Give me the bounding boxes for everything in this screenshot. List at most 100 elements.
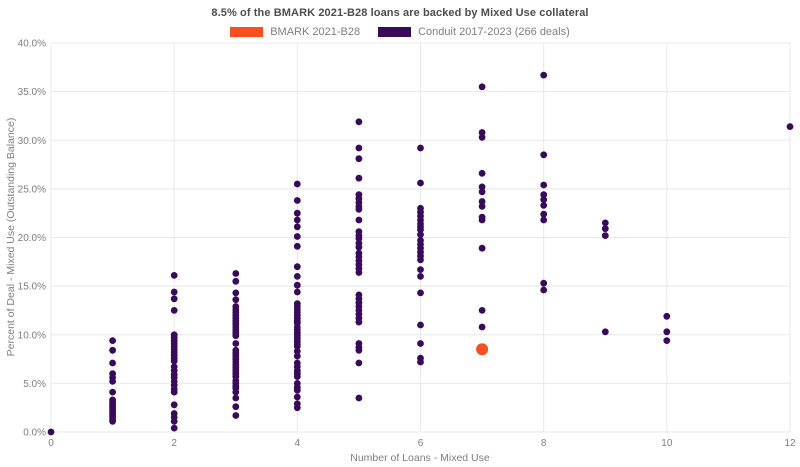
data-point[interactable] [293,288,301,296]
data-point[interactable] [417,273,424,280]
data-point[interactable] [476,343,489,356]
data-point[interactable] [417,179,424,187]
data-point[interactable] [417,226,424,234]
data-point[interactable] [232,403,240,411]
data-point[interactable] [293,180,301,188]
data-point[interactable] [355,155,363,163]
data-point[interactable] [355,346,363,354]
data-point[interactable] [170,424,178,432]
data-point[interactable] [232,332,240,340]
data-point[interactable] [293,352,301,360]
data-point[interactable] [355,394,363,402]
data-point[interactable] [417,321,424,329]
data-point[interactable] [109,359,116,367]
data-point[interactable] [293,343,301,350]
data-point[interactable] [417,266,424,273]
data-point[interactable] [540,216,548,224]
data-point[interactable] [170,307,178,314]
data-point[interactable] [232,270,240,277]
data-point[interactable] [417,289,424,297]
data-point[interactable] [293,197,301,204]
data-point[interactable] [478,169,486,177]
data-point[interactable] [170,388,178,396]
data-point[interactable] [478,188,486,196]
data-point[interactable] [293,347,301,355]
data-point[interactable] [601,328,609,336]
data-point[interactable] [232,394,240,402]
data-point[interactable] [170,357,178,365]
data-point[interactable] [417,231,424,239]
legend-item[interactable]: BMARK 2021-B28 [230,26,360,38]
data-point[interactable] [170,272,178,279]
data-point[interactable] [540,191,548,199]
data-point[interactable] [293,216,301,224]
data-point[interactable] [355,235,363,242]
data-point[interactable] [417,256,424,264]
data-point[interactable] [355,205,363,213]
data-point[interactable] [293,386,301,394]
data-point[interactable] [109,417,116,425]
data-point[interactable] [109,337,116,344]
data-point[interactable] [540,196,548,204]
data-point[interactable] [540,181,548,189]
data-point[interactable] [478,244,486,252]
data-point[interactable] [232,289,240,297]
data-point[interactable] [478,203,486,210]
data-point[interactable] [417,358,424,366]
data-point[interactable] [663,337,671,344]
data-point[interactable] [355,144,363,152]
data-point[interactable] [232,412,240,419]
data-point[interactable] [478,129,486,136]
legend-item[interactable]: Conduit 2017-2023 (266 deals) [378,26,570,38]
data-point[interactable] [478,133,486,141]
data-point[interactable] [293,223,301,231]
data-point[interactable] [355,359,363,367]
data-point[interactable] [540,279,548,287]
data-point[interactable] [601,225,609,233]
data-point[interactable] [293,281,301,289]
data-point[interactable] [663,312,671,320]
data-point[interactable] [109,388,116,396]
data-point[interactable] [355,318,363,326]
data-point[interactable] [170,417,178,425]
data-point[interactable] [293,209,301,217]
data-point[interactable] [601,219,609,227]
data-point[interactable] [293,404,301,412]
data-point[interactable] [355,243,363,251]
data-point[interactable] [109,378,116,385]
data-point[interactable] [417,144,424,152]
data-point[interactable] [109,346,116,354]
data-point[interactable] [232,277,240,285]
data-point[interactable] [355,174,363,182]
data-point[interactable] [355,216,363,224]
data-point[interactable] [232,296,240,304]
data-point[interactable] [478,183,486,191]
data-point[interactable] [540,286,548,294]
data-point[interactable] [540,151,548,159]
data-point[interactable] [417,340,424,347]
data-point[interactable] [478,323,486,331]
data-point[interactable] [540,202,548,209]
data-point[interactable] [540,210,548,218]
data-point[interactable] [601,232,609,240]
data-point[interactable] [293,263,301,271]
data-point[interactable] [170,288,178,296]
data-point[interactable] [478,216,486,224]
data-point[interactable] [293,393,301,401]
data-point[interactable] [293,233,301,240]
data-point[interactable] [355,269,363,276]
data-point[interactable] [355,118,363,126]
data-point[interactable] [663,328,671,336]
data-point[interactable] [478,307,486,314]
data-point[interactable] [170,401,178,409]
data-point[interactable] [293,273,301,280]
data-point[interactable] [540,71,548,79]
data-point[interactable] [232,340,240,347]
data-point[interactable] [478,198,486,205]
data-point[interactable] [293,373,301,380]
data-point[interactable] [170,295,178,303]
data-point[interactable] [478,83,486,91]
data-point[interactable] [47,428,55,436]
data-point[interactable] [293,242,301,250]
